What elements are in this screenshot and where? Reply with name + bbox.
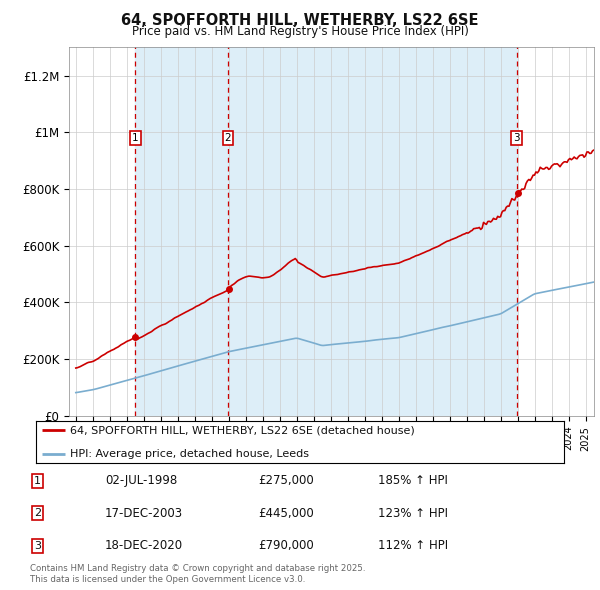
Text: 2: 2 bbox=[225, 133, 232, 143]
Text: 1: 1 bbox=[34, 476, 41, 486]
Text: This data is licensed under the Open Government Licence v3.0.: This data is licensed under the Open Gov… bbox=[30, 575, 305, 584]
Bar bbox=[135, 47, 228, 416]
Text: £275,000: £275,000 bbox=[258, 474, 314, 487]
Text: 185% ↑ HPI: 185% ↑ HPI bbox=[378, 474, 448, 487]
Text: 3: 3 bbox=[34, 541, 41, 550]
Text: 123% ↑ HPI: 123% ↑ HPI bbox=[378, 507, 448, 520]
Text: 18-DEC-2020: 18-DEC-2020 bbox=[105, 539, 183, 552]
Text: Price paid vs. HM Land Registry's House Price Index (HPI): Price paid vs. HM Land Registry's House … bbox=[131, 25, 469, 38]
Text: HPI: Average price, detached house, Leeds: HPI: Average price, detached house, Leed… bbox=[70, 449, 310, 459]
Text: 112% ↑ HPI: 112% ↑ HPI bbox=[378, 539, 448, 552]
Text: 1: 1 bbox=[132, 133, 139, 143]
Text: 17-DEC-2003: 17-DEC-2003 bbox=[105, 507, 183, 520]
Text: £790,000: £790,000 bbox=[258, 539, 314, 552]
Text: 64, SPOFFORTH HILL, WETHERBY, LS22 6SE: 64, SPOFFORTH HILL, WETHERBY, LS22 6SE bbox=[121, 13, 479, 28]
Text: 64, SPOFFORTH HILL, WETHERBY, LS22 6SE (detached house): 64, SPOFFORTH HILL, WETHERBY, LS22 6SE (… bbox=[70, 425, 415, 435]
Text: 3: 3 bbox=[514, 133, 520, 143]
Text: 2: 2 bbox=[34, 509, 41, 518]
Text: 02-JUL-1998: 02-JUL-1998 bbox=[105, 474, 177, 487]
Text: £445,000: £445,000 bbox=[258, 507, 314, 520]
Text: Contains HM Land Registry data © Crown copyright and database right 2025.: Contains HM Land Registry data © Crown c… bbox=[30, 565, 365, 573]
Bar bbox=[228, 47, 517, 416]
